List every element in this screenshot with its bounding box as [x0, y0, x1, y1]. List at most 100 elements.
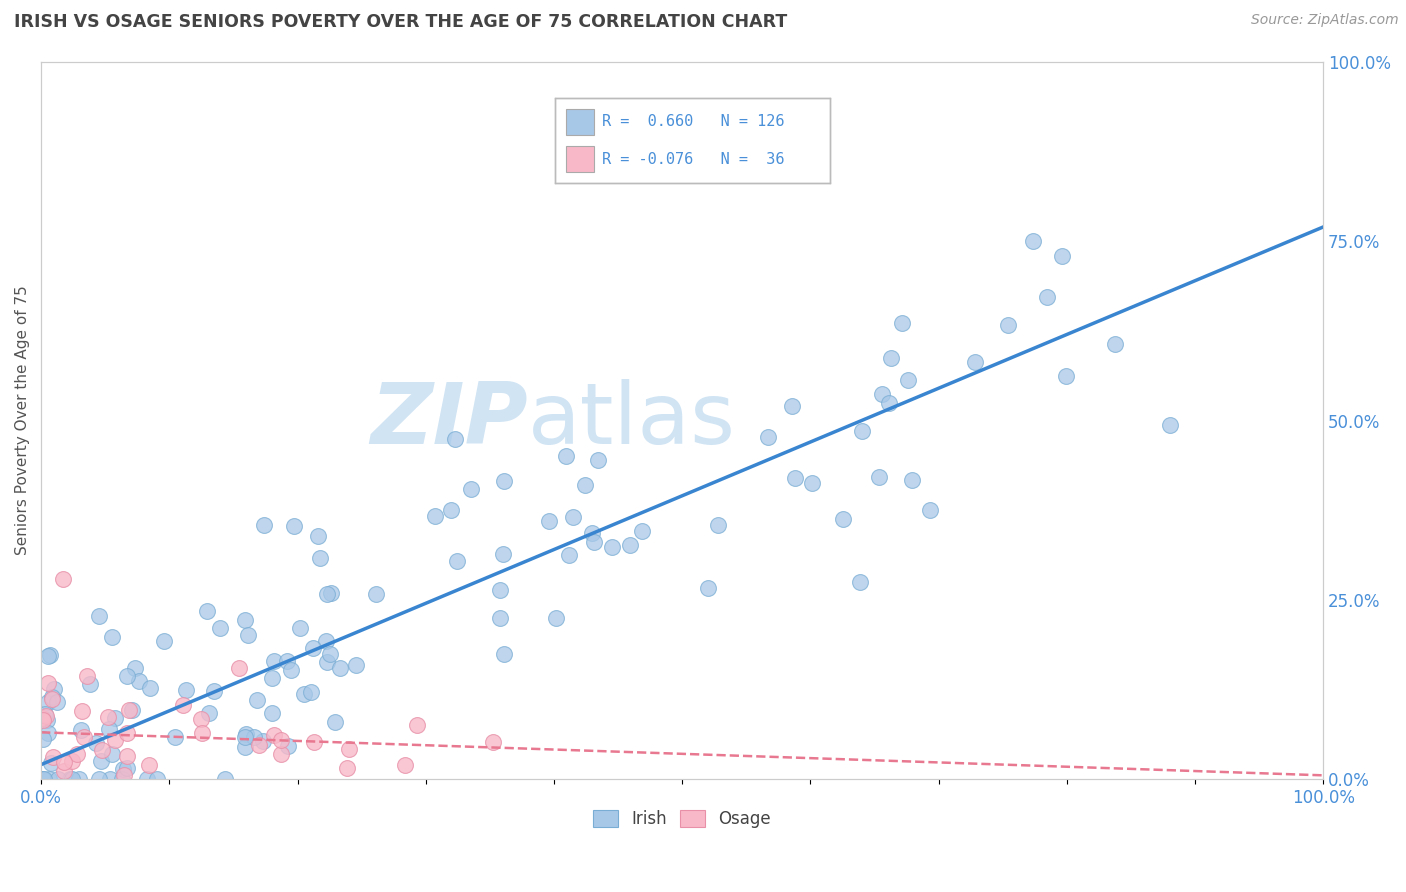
Point	[35, 713, 58, 727]
Point	[202, 684, 225, 698]
Point	[336, 761, 359, 775]
Text: IRISH VS OSAGE SENIORS POVERTY OVER THE AGE OF 75 CORRELATION CHART: IRISH VS OSAGE SENIORS POVERTY OVER THE …	[14, 13, 787, 31]
Point	[920, 503, 942, 517]
Point	[115, 761, 138, 775]
Point	[832, 512, 855, 526]
Point	[191, 726, 214, 740]
Point	[98, 772, 121, 786]
Point	[460, 483, 482, 497]
Point	[851, 424, 873, 438]
Point	[277, 739, 299, 753]
Point	[98, 722, 121, 736]
Point	[263, 728, 285, 742]
Bar	[567, 109, 593, 135]
Point	[121, 703, 143, 717]
Point	[263, 654, 285, 668]
Point	[52, 764, 75, 778]
Point	[138, 758, 160, 772]
Point	[963, 354, 986, 368]
Point	[1050, 250, 1073, 264]
Point	[558, 548, 581, 562]
Point	[31, 772, 53, 786]
Point	[90, 743, 112, 757]
Point	[172, 698, 194, 712]
Point	[146, 772, 169, 786]
Point	[115, 726, 138, 740]
Point	[319, 586, 342, 600]
Point	[190, 712, 212, 726]
Point	[101, 747, 124, 762]
Point	[619, 538, 641, 552]
Point	[41, 750, 63, 764]
Point	[163, 730, 186, 744]
Point	[117, 748, 139, 763]
Point	[124, 661, 146, 675]
Point	[60, 754, 83, 768]
Point	[41, 692, 63, 706]
Point	[600, 540, 623, 554]
Point	[394, 757, 416, 772]
Point	[112, 768, 135, 782]
Point	[262, 706, 284, 720]
Point	[245, 693, 267, 707]
Point	[32, 772, 55, 786]
Point	[37, 648, 59, 663]
Point	[153, 634, 176, 648]
Point	[90, 754, 112, 768]
Point	[364, 587, 387, 601]
Point	[31, 711, 53, 725]
Point	[128, 674, 150, 689]
Y-axis label: Seniors Poverty Over the Age of 75: Seniors Poverty Over the Age of 75	[15, 285, 30, 556]
Point	[315, 634, 337, 648]
Point	[630, 524, 652, 538]
Point	[319, 647, 342, 661]
Point	[52, 755, 75, 769]
Point	[60, 772, 83, 786]
Point	[868, 469, 890, 483]
Point	[41, 690, 63, 705]
Point	[848, 575, 870, 590]
Text: Source: ZipAtlas.com: Source: ZipAtlas.com	[1251, 13, 1399, 28]
Point	[1036, 290, 1059, 304]
Point	[280, 663, 302, 677]
Point	[1022, 234, 1045, 248]
Point	[270, 733, 292, 747]
Point	[492, 474, 515, 488]
Text: R = -0.076   N =  36: R = -0.076 N = 36	[602, 152, 785, 167]
Text: atlas: atlas	[529, 379, 737, 462]
Point	[329, 661, 352, 675]
Point	[315, 587, 337, 601]
Point	[52, 572, 75, 586]
Text: R =  0.660   N = 126: R = 0.660 N = 126	[602, 114, 785, 129]
Point	[1054, 369, 1077, 384]
Point	[104, 711, 127, 725]
Point	[34, 706, 56, 721]
Point	[242, 730, 264, 744]
Point	[583, 535, 606, 549]
Point	[554, 449, 576, 463]
Point	[997, 318, 1019, 332]
Point	[233, 730, 256, 744]
Point	[115, 669, 138, 683]
Point	[111, 772, 134, 786]
Point	[97, 710, 120, 724]
Point	[195, 604, 218, 618]
Point	[897, 373, 920, 387]
Point	[1159, 417, 1181, 432]
Point	[302, 735, 325, 749]
Point	[288, 621, 311, 635]
Point	[780, 399, 803, 413]
Point	[299, 685, 322, 699]
Point	[46, 772, 69, 786]
Point	[292, 687, 315, 701]
Point	[235, 727, 257, 741]
Point	[323, 714, 346, 729]
Point	[89, 772, 111, 786]
Point	[308, 550, 330, 565]
Point	[34, 709, 56, 723]
Point	[176, 683, 198, 698]
Point	[880, 351, 903, 366]
Point	[104, 733, 127, 747]
Point	[439, 503, 461, 517]
Point	[42, 681, 65, 696]
